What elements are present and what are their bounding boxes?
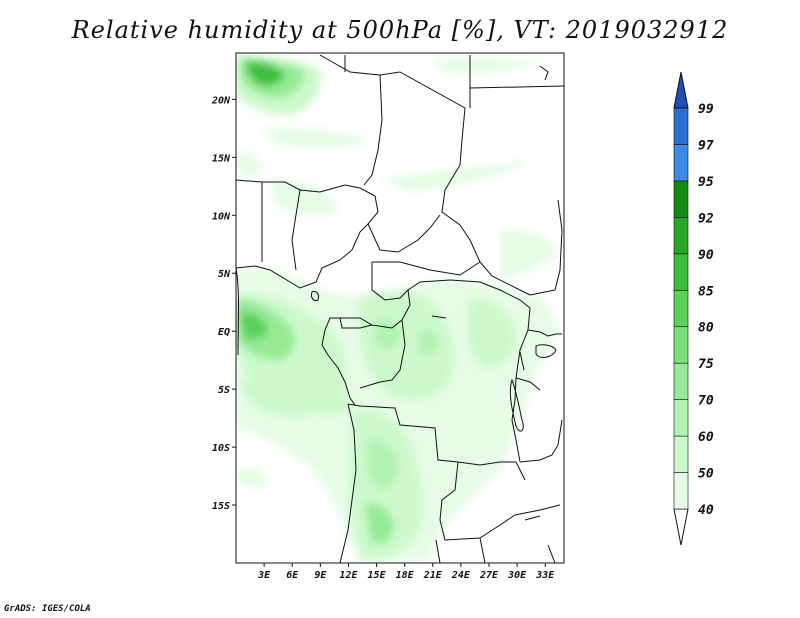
x-tick-label: 21E bbox=[423, 570, 443, 581]
y-tick-label: 5N bbox=[218, 269, 231, 280]
y-tick-label: EQ bbox=[218, 327, 230, 338]
colorbar-upper-extension bbox=[673, 71, 689, 109]
x-tick-label: 30E bbox=[507, 570, 527, 581]
colorbar-band bbox=[673, 435, 689, 473]
colorbar-band bbox=[673, 144, 689, 182]
colorbar-band bbox=[673, 107, 689, 145]
y-tick-label: 20N bbox=[211, 95, 231, 106]
colorbar-level-label: 75 bbox=[698, 357, 714, 372]
x-tick-label: 27E bbox=[479, 570, 499, 581]
colorbar-level-label: 40 bbox=[698, 503, 714, 518]
colorbar: 40 50 60 70 75 80 85 90 92 95 97 99 bbox=[673, 71, 714, 546]
colorbar-band bbox=[673, 253, 689, 291]
grads-credit: GrADS: IGES/COLA bbox=[4, 604, 91, 614]
x-tick-label: 6E bbox=[286, 570, 299, 581]
y-tick-label: 10S bbox=[212, 443, 230, 454]
colorbar-lower-extension bbox=[673, 508, 689, 546]
x-tick-label: 18E bbox=[396, 570, 415, 581]
x-tick-label: 33E bbox=[535, 570, 555, 581]
colorbar-band bbox=[673, 362, 689, 400]
x-tick-label: 9E bbox=[314, 570, 327, 581]
lakes bbox=[311, 65, 557, 521]
y-tick-label: 15S bbox=[212, 501, 230, 512]
map-title: Relative humidity at 500hPa [%], VT: 201… bbox=[71, 16, 729, 44]
x-tick-label: 3E bbox=[257, 570, 271, 581]
y-tick-label: 15N bbox=[212, 153, 231, 164]
colorbar-level-label: 95 bbox=[698, 175, 714, 190]
colorbar-level-label: 97 bbox=[698, 138, 714, 153]
x-tick-label: 15E bbox=[368, 570, 387, 581]
y-tick-label: 5S bbox=[218, 385, 230, 396]
y-tick-label: 10N bbox=[212, 211, 231, 222]
colorbar-level-label: 70 bbox=[698, 394, 714, 409]
x-axis: 3E 6E 9E 12E 15E 18E 21E 24E 27E 30E 33E bbox=[257, 563, 555, 581]
x-tick-label: 12E bbox=[339, 570, 358, 581]
colorbar-band bbox=[673, 289, 689, 328]
y-axis: 20N 15N 10N 5N EQ 5S 10S 15S bbox=[211, 95, 236, 512]
country-borders bbox=[236, 54, 564, 563]
colorbar-band bbox=[673, 180, 689, 218]
colorbar-band bbox=[673, 217, 689, 255]
colorbar-band bbox=[673, 326, 689, 364]
colorbar-band bbox=[673, 399, 689, 437]
colorbar-level-label: 50 bbox=[698, 467, 714, 482]
humidity-field bbox=[236, 55, 560, 563]
colorbar-level-label: 60 bbox=[698, 430, 714, 445]
colorbar-level-label: 92 bbox=[698, 211, 714, 226]
map-frame bbox=[235, 52, 565, 564]
colorbar-level-label: 80 bbox=[698, 321, 714, 336]
colorbar-level-label: 90 bbox=[698, 248, 714, 263]
colorbar-level-label: 99 bbox=[698, 102, 714, 117]
colorbar-level-label: 85 bbox=[698, 284, 714, 299]
x-tick-label: 24E bbox=[451, 570, 471, 581]
colorbar-band bbox=[673, 472, 689, 510]
